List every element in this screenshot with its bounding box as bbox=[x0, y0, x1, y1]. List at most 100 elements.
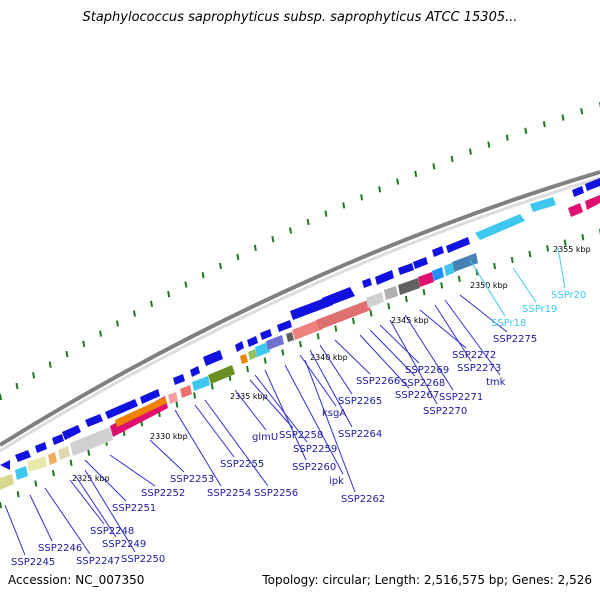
gene-label[interactable]: SSP2275 bbox=[493, 334, 537, 345]
gene-feature[interactable] bbox=[362, 278, 372, 288]
gene-feature[interactable] bbox=[0, 474, 14, 490]
gene-label[interactable]: SSP2272 bbox=[452, 350, 496, 361]
gene-label[interactable]: SSP2250 bbox=[121, 554, 165, 565]
gene-label[interactable]: SSP2262 bbox=[341, 494, 385, 505]
gene-feature[interactable] bbox=[58, 446, 70, 460]
gene-feature[interactable] bbox=[255, 342, 270, 357]
gene-feature[interactable] bbox=[266, 335, 284, 350]
gene-label[interactable]: SSP2247 bbox=[76, 556, 120, 567]
gene-label[interactable]: SSP2259 bbox=[293, 444, 337, 455]
tick-mark bbox=[210, 383, 214, 390]
gene-feature[interactable] bbox=[190, 366, 200, 377]
gene-feature[interactable] bbox=[260, 329, 272, 340]
tick-mark bbox=[422, 288, 426, 296]
cog-color-track bbox=[0, 253, 478, 490]
gene-label[interactable]: SSP2265 bbox=[338, 396, 382, 407]
gene-label[interactable]: SSP2260 bbox=[292, 462, 336, 473]
gene-label[interactable]: SSP2255 bbox=[220, 459, 264, 470]
gene-feature[interactable] bbox=[70, 427, 113, 456]
gene-feature[interactable] bbox=[398, 263, 414, 275]
rna-label[interactable]: SSPr18 bbox=[491, 318, 526, 329]
gene-feature[interactable] bbox=[418, 272, 434, 287]
leader-line bbox=[194, 404, 235, 458]
tick-mark bbox=[87, 449, 91, 456]
gene-label[interactable]: SSP2264 bbox=[338, 429, 382, 440]
gene-feature[interactable] bbox=[568, 203, 583, 217]
gene-feature[interactable] bbox=[0, 460, 10, 470]
gene-feature[interactable] bbox=[322, 287, 355, 307]
gene-feature[interactable] bbox=[248, 349, 257, 360]
gene-label[interactable]: SSP2269 bbox=[405, 365, 449, 376]
gene-feature[interactable] bbox=[48, 452, 57, 465]
gene-label[interactable]: SSP2266 bbox=[356, 376, 400, 387]
gene-feature[interactable] bbox=[168, 392, 178, 404]
gene-label[interactable]: SSP2270 bbox=[423, 406, 467, 417]
gene-feature[interactable] bbox=[173, 374, 185, 385]
gene-feature[interactable] bbox=[115, 397, 167, 427]
gene-feature[interactable] bbox=[432, 267, 444, 281]
gene-feature[interactable] bbox=[572, 186, 584, 197]
gene-feature[interactable] bbox=[35, 442, 47, 453]
gene-feature[interactable] bbox=[286, 332, 294, 342]
gene-feature[interactable] bbox=[398, 278, 420, 295]
gene-feature[interactable] bbox=[105, 399, 138, 419]
gene-label[interactable]: SSP2248 bbox=[90, 526, 134, 537]
gene-feature[interactable] bbox=[235, 341, 244, 352]
gene-feature[interactable] bbox=[366, 292, 384, 308]
gene-feature[interactable] bbox=[446, 237, 470, 253]
gene-feature[interactable] bbox=[192, 376, 210, 391]
rna-feature[interactable] bbox=[475, 214, 525, 240]
gene-feature[interactable] bbox=[15, 450, 31, 462]
leader-line bbox=[4, 504, 26, 556]
rna-leader-line bbox=[469, 259, 506, 317]
gene-feature[interactable] bbox=[62, 425, 81, 440]
gene-feature[interactable] bbox=[413, 257, 428, 269]
gene-feature[interactable] bbox=[585, 195, 600, 210]
gene-feature[interactable] bbox=[27, 456, 47, 472]
gene-feature[interactable] bbox=[180, 385, 192, 398]
kbp-label: 2355 kbp bbox=[553, 245, 591, 254]
gene-label[interactable]: SSP2254 bbox=[207, 488, 251, 499]
leader-line bbox=[389, 319, 438, 405]
gene-feature[interactable] bbox=[15, 466, 28, 480]
gene-feature[interactable] bbox=[203, 350, 223, 366]
gene-label[interactable]: SSP2256 bbox=[254, 488, 298, 499]
gene-feature[interactable] bbox=[240, 354, 248, 364]
gene-label[interactable]: SSP2273 bbox=[457, 363, 501, 374]
rna-label[interactable]: SSPr19 bbox=[522, 304, 557, 315]
gene-label[interactable]: SSP2258 bbox=[279, 430, 323, 441]
gene-feature[interactable] bbox=[292, 319, 323, 340]
gene-feature[interactable] bbox=[140, 389, 160, 404]
gene-label[interactable]: SSP2253 bbox=[170, 474, 214, 485]
gene-feature[interactable] bbox=[375, 270, 394, 285]
gene-label[interactable]: SSP2245 bbox=[11, 557, 55, 568]
gene-label[interactable]: glmU bbox=[252, 432, 278, 443]
gene-feature[interactable] bbox=[247, 336, 258, 347]
gene-feature[interactable] bbox=[52, 434, 64, 445]
gene-label[interactable]: SSP2249 bbox=[102, 539, 146, 550]
gene-label[interactable]: SSP2246 bbox=[38, 543, 82, 554]
gene-feature[interactable] bbox=[277, 320, 292, 332]
gene-label[interactable]: ipk bbox=[329, 476, 344, 487]
rna-feature[interactable] bbox=[530, 197, 556, 212]
gene-feature[interactable] bbox=[432, 246, 444, 257]
gene-label[interactable]: ksgA bbox=[322, 408, 346, 419]
gene-label[interactable]: SSP2252 bbox=[141, 488, 185, 499]
gene-feature[interactable] bbox=[585, 178, 600, 191]
gene-feature[interactable] bbox=[316, 300, 371, 330]
gene-label[interactable]: SSP2268 bbox=[401, 378, 445, 389]
gene-feature[interactable] bbox=[444, 263, 454, 276]
tick-mark bbox=[396, 178, 400, 185]
gene-feature[interactable] bbox=[208, 365, 235, 384]
gene-feature[interactable] bbox=[452, 253, 478, 272]
gene-label[interactable]: SSP2251 bbox=[112, 503, 156, 514]
leader-line bbox=[249, 379, 294, 429]
gene-label[interactable]: tmk bbox=[486, 377, 506, 388]
gene-label[interactable]: SSP2271 bbox=[439, 392, 483, 403]
gene-feature[interactable] bbox=[384, 286, 398, 300]
gene-label[interactable]: SSP2267 bbox=[395, 390, 439, 401]
gene-feature[interactable] bbox=[290, 296, 333, 320]
gene-feature[interactable] bbox=[85, 414, 103, 427]
rna-label[interactable]: SSPr20 bbox=[551, 290, 586, 301]
